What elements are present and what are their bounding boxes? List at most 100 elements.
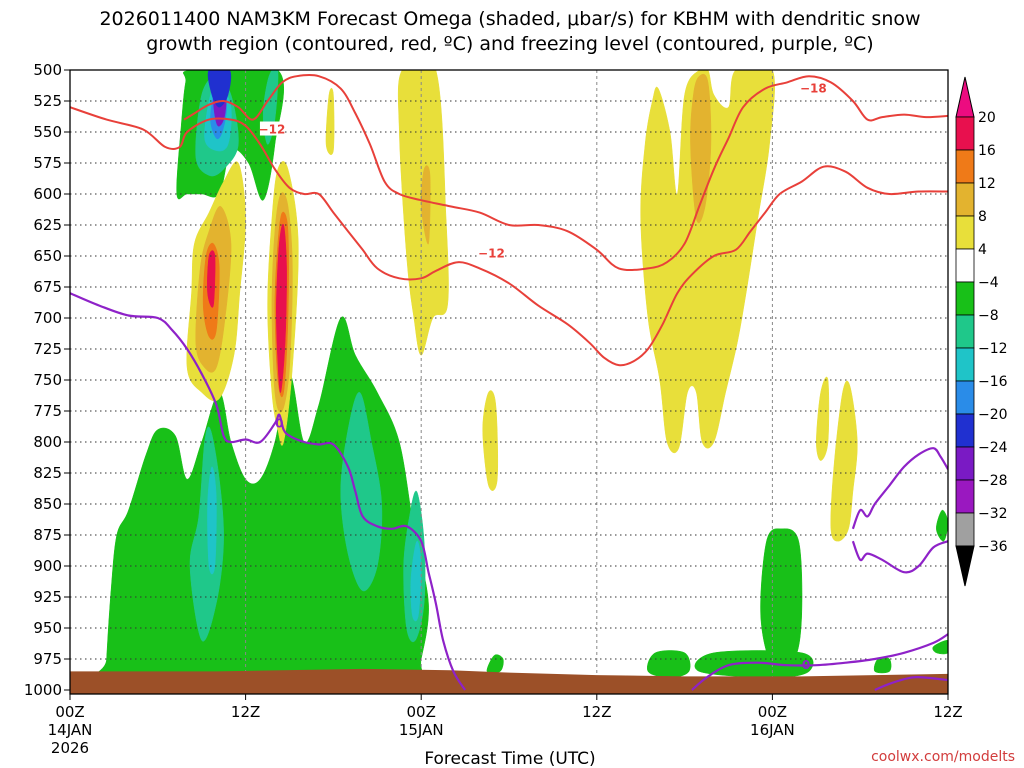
colorbar-tick-label: −12	[978, 341, 1008, 357]
freezing-contour-label: 0	[275, 416, 283, 430]
contour-label-bg	[801, 80, 826, 95]
x-tick-label: 12Z	[231, 703, 260, 721]
y-tick-label: 500	[33, 61, 62, 79]
y-tick-label: 850	[33, 495, 62, 513]
colorbar-swatch	[955, 215, 975, 250]
omega-region	[482, 390, 499, 491]
freezing-contour	[70, 292, 467, 691]
y-tick-label: 950	[33, 619, 62, 637]
contour-label-bg	[479, 245, 504, 260]
freezing-contour	[691, 633, 948, 691]
dgz-contour-label: −12	[478, 247, 505, 261]
colorbar-tick-label: 4	[978, 242, 987, 258]
plot-area: −12 −12 −18 0 0	[69, 69, 949, 695]
omega-region	[207, 466, 217, 575]
omega-region	[420, 165, 431, 245]
colorbar-tick-label: 8	[978, 209, 987, 225]
y-tick-label: 550	[33, 123, 62, 141]
colorbar-tick-label: 16	[978, 143, 996, 159]
colorbar-swatch	[955, 314, 975, 349]
y-tick-label: 900	[33, 557, 62, 575]
y-tick-label: 525	[33, 92, 62, 110]
dgz-contour-label: −12	[259, 123, 286, 137]
y-tick-label: 625	[33, 216, 62, 234]
credit-text: coolwx.com/modelts	[871, 749, 1015, 765]
colorbar-swatch	[955, 413, 975, 448]
y-tick-label: 1000	[24, 681, 62, 699]
colorbar-tick-label: −4	[978, 275, 999, 291]
omega-region	[325, 87, 335, 155]
x-tick-label: 00Z	[55, 703, 84, 721]
colorbar-swatch	[955, 281, 975, 316]
y-tick-label: 600	[33, 185, 62, 203]
plot-frame	[69, 69, 949, 695]
colorbar-top-triangle	[955, 76, 975, 118]
y-tick-label: 925	[33, 588, 62, 606]
dgz-contour-upper	[183, 74, 948, 272]
x-year-label: 2026	[51, 739, 89, 757]
colorbar-tick-label: −32	[978, 506, 1008, 522]
chart-title-line2: growth region (contoured, red, ºC) and f…	[146, 33, 873, 55]
x-tick-label: 12Z	[933, 703, 962, 721]
contour-label-bg	[259, 121, 284, 136]
colorbar-swatch	[955, 479, 975, 514]
y-tick-label: 700	[33, 309, 62, 327]
freezing-contour-label: 0	[802, 658, 810, 672]
grid-lines	[70, 70, 948, 694]
freezing-contour	[851, 447, 948, 530]
contour-labels: −12 −12 −18 0 0	[259, 80, 827, 672]
contour-lines	[70, 74, 948, 692]
omega-region	[207, 70, 232, 108]
omega-region	[936, 509, 948, 542]
y-tick-label: 775	[33, 402, 62, 420]
colorbar-tick-label: 12	[978, 176, 996, 192]
x-tick-label: 00Z	[407, 703, 436, 721]
dgz-contour-label: −18	[800, 82, 827, 96]
colorbar-swatch	[955, 248, 975, 283]
y-tick-label: 725	[33, 340, 62, 358]
freezing-contour	[874, 675, 948, 692]
omega-region	[647, 650, 691, 678]
y-tick-label: 675	[33, 278, 62, 296]
colorbar-swatch	[955, 512, 975, 547]
colorbar-swatch	[955, 347, 975, 382]
colorbar-tick-label: −16	[978, 374, 1008, 390]
omega-region	[760, 528, 803, 669]
y-tick-label: 875	[33, 526, 62, 544]
x-axis-label: Forecast Time (UTC)	[424, 749, 595, 768]
omega-region	[207, 250, 216, 308]
y-tick-label: 975	[33, 650, 62, 668]
colorbar-swatch	[955, 149, 975, 184]
colorbar-swatch	[955, 182, 975, 217]
x-tick-label: 00Z	[758, 703, 787, 721]
omega-region	[276, 223, 287, 393]
y-tick-label: 650	[33, 247, 62, 265]
omega-region	[873, 657, 892, 674]
colorbar-tick-label: −8	[978, 308, 999, 324]
colorbar-tick-label: −28	[978, 473, 1008, 489]
x-tick-label: 12Z	[582, 703, 611, 721]
omega-region	[816, 376, 830, 461]
colorbar-swatch	[955, 446, 975, 481]
colorbar-tick-label: 20	[978, 110, 996, 126]
colorbar-tick-label: −24	[978, 440, 1008, 456]
x-date-label: 14JAN	[48, 721, 93, 739]
y-tick-label: 800	[33, 433, 62, 451]
omega-region	[830, 380, 858, 542]
y-tick-label: 825	[33, 464, 62, 482]
x-date-label: 15JAN	[399, 721, 444, 739]
omega-region	[690, 73, 712, 224]
terrain-band	[70, 668, 948, 694]
colorbar-bottom-triangle	[955, 545, 975, 587]
colorbar-tick-label: −20	[978, 407, 1008, 423]
omega-region	[932, 640, 948, 655]
chart-title-line1: 2026011400 NAM3KM Forecast Omega (shaded…	[99, 8, 920, 30]
x-date-label: 16JAN	[750, 721, 795, 739]
colorbar: 20 16 12 8 4 −4 −8 −12 −16 −20 −24 −28 −32 −36	[955, 76, 1008, 587]
colorbar-swatch	[955, 116, 975, 151]
terrain-fill	[70, 668, 948, 694]
dgz-contour-lower	[70, 106, 948, 367]
omega-region	[410, 540, 422, 622]
